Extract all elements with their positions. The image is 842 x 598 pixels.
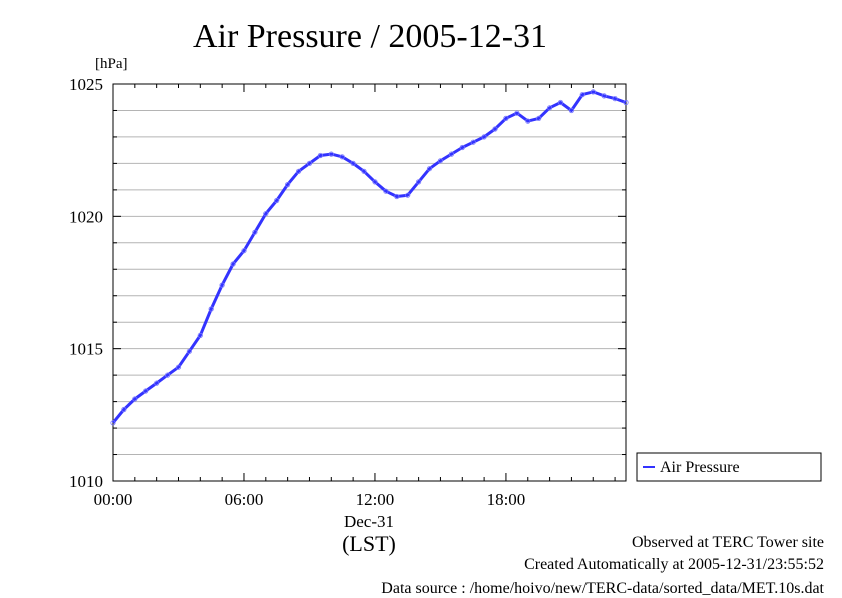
chart-title: Air Pressure / 2005-12-31 xyxy=(193,18,547,55)
data-point xyxy=(546,105,553,111)
data-point xyxy=(186,348,192,354)
data-point xyxy=(426,166,433,172)
y-tick-label: 1020 xyxy=(69,207,103,226)
data-point xyxy=(437,158,443,164)
y-tick-label: 1010 xyxy=(69,472,103,491)
data-point xyxy=(590,89,596,95)
data-point xyxy=(230,261,236,267)
data-point xyxy=(525,118,531,124)
data-point xyxy=(405,192,411,198)
data-point xyxy=(601,93,607,99)
data-point xyxy=(219,282,225,288)
plot-frame xyxy=(112,83,627,482)
data-point xyxy=(143,388,149,394)
data-point xyxy=(415,179,422,185)
data-point xyxy=(197,332,203,338)
data-point xyxy=(612,96,618,102)
data-point xyxy=(536,115,542,122)
data-point xyxy=(252,229,258,235)
footer-data-source: Data source : /home/hoivo/new/TERC-data/… xyxy=(381,580,824,597)
data-point xyxy=(470,139,476,145)
x-tick-label: 18:00 xyxy=(487,490,526,509)
data-point xyxy=(175,364,182,370)
data-point xyxy=(274,197,280,204)
data-point xyxy=(492,126,498,132)
data-point xyxy=(557,99,564,106)
data-point xyxy=(132,396,138,402)
data-point xyxy=(568,107,575,114)
y-tick-label: 1025 xyxy=(69,75,103,94)
data-point xyxy=(339,154,345,160)
x-tick-label: 06:00 xyxy=(225,490,264,509)
data-point xyxy=(284,182,291,188)
data-point xyxy=(459,144,465,151)
y-axis-unit-label: [hPa] xyxy=(95,56,128,72)
data-point xyxy=(372,179,378,185)
data-point xyxy=(110,420,116,426)
series-line-air-pressure xyxy=(111,90,627,424)
data-point xyxy=(165,372,171,378)
legend-box: Air Pressure xyxy=(636,452,822,482)
x-tick-label: 12:00 xyxy=(356,490,395,509)
footer-created: Created Automatically at 2005-12-31/23:5… xyxy=(524,556,824,573)
data-series-layer xyxy=(110,89,629,426)
tick-labels: 1010 1015 1020 1025 00:00 06:00 12:00 18:00 xyxy=(69,75,525,509)
data-point xyxy=(208,306,214,312)
data-point xyxy=(350,160,356,166)
data-point xyxy=(448,151,454,157)
data-point xyxy=(121,406,127,413)
data-point xyxy=(503,115,509,122)
data-point xyxy=(306,160,313,166)
data-point xyxy=(623,99,629,106)
x-tick-label: 00:00 xyxy=(94,490,133,509)
data-point xyxy=(328,151,334,157)
data-point xyxy=(361,168,367,174)
data-point xyxy=(317,152,323,159)
data-point xyxy=(383,188,389,194)
grid-lines xyxy=(113,109,626,456)
legend-entry-air-pressure: Air Pressure xyxy=(660,459,740,476)
data-point xyxy=(295,168,302,174)
data-point xyxy=(481,134,487,140)
data-point xyxy=(514,110,520,116)
data-point xyxy=(394,193,400,200)
footer-observed: Observed at TERC Tower site xyxy=(631,534,824,551)
axis-ticks xyxy=(112,83,626,482)
data-point xyxy=(154,380,160,386)
x-axis-date-label: Dec-31 xyxy=(344,512,394,531)
data-point xyxy=(263,211,269,217)
y-tick-label: 1015 xyxy=(69,340,103,359)
data-point xyxy=(241,248,247,254)
data-point xyxy=(579,92,585,98)
x-axis-title: (LST) xyxy=(342,531,396,556)
